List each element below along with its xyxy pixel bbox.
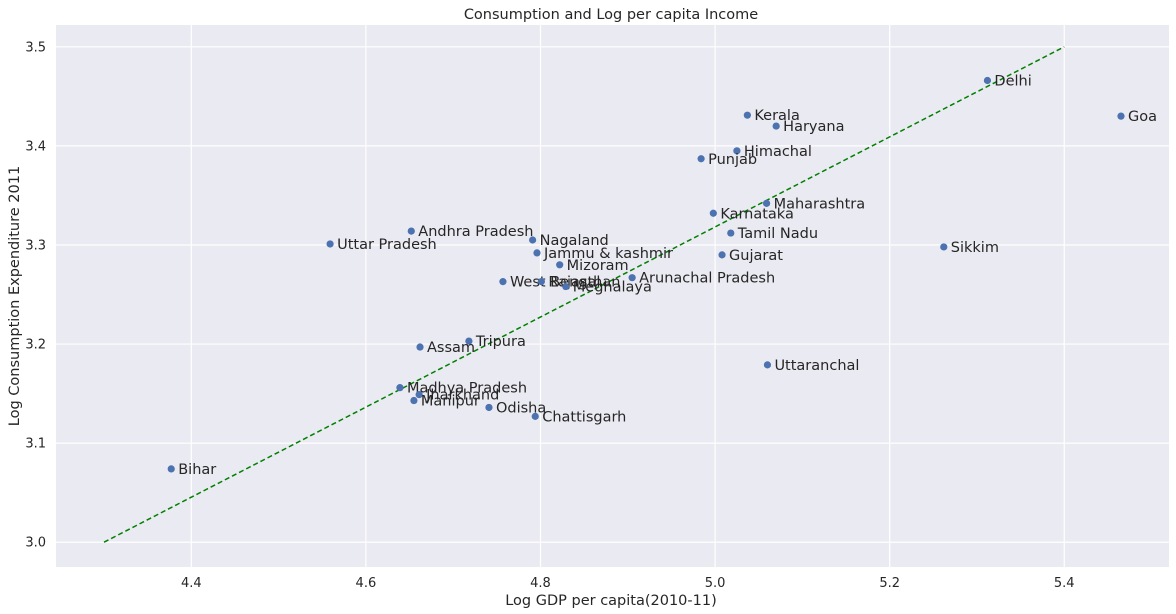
scatter-point [410, 396, 418, 405]
point-label: Tripura [475, 334, 526, 350]
point-label: Maharashtra [774, 196, 866, 212]
scatter-point [763, 361, 772, 369]
x-tick-label: 4.8 [530, 576, 551, 591]
point-label: Goa [1128, 109, 1157, 125]
y-axis-label: Log Consumption Expenditure 2011 [7, 166, 23, 426]
y-tick-label: 3.5 [25, 40, 46, 55]
x-tick-labels: 4.4 4.6 4.8 5.0 5.2 5.4 [181, 576, 1075, 591]
point-label: Uttaranchal [774, 358, 859, 374]
x-axis-label: Log GDP per capita(2010-11) [505, 593, 717, 609]
y-tick-label: 3.3 [25, 238, 46, 253]
scatter-point [1117, 112, 1125, 120]
x-tick-label: 5.4 [1054, 576, 1075, 591]
scatter-point [531, 412, 539, 420]
point-label: Gujarat [729, 248, 783, 264]
point-label: Uttar Pradesh [337, 237, 437, 253]
scatter-point [465, 337, 473, 345]
scatter-point [407, 227, 415, 235]
fit-line-group [103, 46, 1065, 543]
point-label: Mizoram [567, 258, 629, 274]
scatter-point [772, 122, 780, 130]
point-label: Meghalaya [573, 280, 652, 296]
x-tick-label: 4.4 [181, 576, 202, 591]
scatter-point [529, 236, 537, 244]
scatter-point [533, 249, 541, 257]
x-tick-label: 5.2 [879, 576, 900, 591]
scatter-point [415, 390, 423, 399]
scatter-point [326, 240, 334, 248]
chart-title: Consumption and Log per capita Income [464, 7, 758, 23]
scatter-point [537, 278, 545, 286]
scatter-point [727, 229, 735, 237]
point-label: Assam [427, 340, 475, 356]
y-tick-label: 3.4 [25, 139, 46, 154]
y-tick-labels: 3.0 3.1 3.2 3.3 3.4 3.5 [25, 40, 46, 550]
scatter-point [396, 384, 404, 392]
point-label: West Bengal [510, 275, 600, 291]
y-tick-label: 3.2 [25, 338, 46, 353]
point-label: Himachal [744, 144, 812, 160]
scatter-point [167, 465, 175, 473]
scatter-point [562, 282, 570, 291]
scatter-point [485, 403, 493, 412]
scatter-point [628, 274, 636, 282]
grid-lines [56, 25, 1169, 567]
x-tick-label: 4.6 [356, 576, 377, 591]
scatter-point [718, 251, 726, 259]
scatter-point [697, 155, 705, 163]
point-label: Karnataka [720, 206, 794, 222]
point-label: Odisha [496, 400, 546, 416]
scatter-point [983, 76, 992, 85]
point-label: Nagaland [540, 233, 609, 249]
point-label: Delhi [994, 73, 1031, 89]
point-label: Haryana [783, 119, 844, 135]
point-label: Kerala [754, 108, 799, 124]
fit-line [103, 46, 1065, 543]
scatter-point [940, 243, 948, 251]
scatter-point [743, 111, 751, 119]
point-label: Manipur [421, 394, 480, 410]
point-label: Chattisgarh [542, 409, 626, 425]
plot-background [56, 25, 1169, 567]
y-tick-label: 3.1 [25, 437, 46, 452]
point-label: Madhya Pradesh [407, 381, 527, 397]
y-tick-label: 3.0 [25, 536, 46, 551]
scatter-point [499, 278, 507, 286]
point-label: Sikkim [951, 240, 999, 256]
point-label: Tamil Nadu [737, 226, 818, 242]
scatter-point [709, 209, 717, 217]
point-label: Jharkhand [425, 388, 499, 404]
point-label: Andhra Pradesh [418, 224, 533, 240]
scatter-point [416, 343, 424, 351]
x-tick-label: 5.0 [705, 576, 726, 591]
point-label: Punjab [708, 152, 757, 168]
scatter-point [733, 147, 741, 155]
point-label: Arunachal Pradesh [639, 271, 775, 287]
point-label: Jammu & kashmir [543, 246, 673, 262]
scatter-point [556, 261, 564, 269]
scatter-point [762, 199, 771, 207]
point-label: Bihar [178, 462, 216, 478]
